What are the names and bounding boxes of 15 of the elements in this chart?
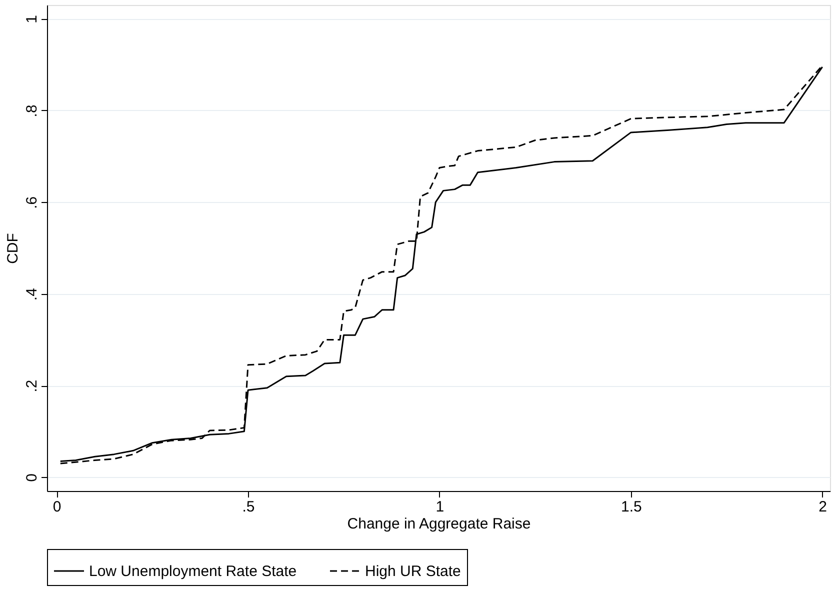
x-axis-title: Change in Aggregate Raise bbox=[347, 516, 531, 532]
x-tick-label: 0 bbox=[52, 498, 62, 516]
y-tick-label: .6 bbox=[24, 196, 40, 209]
x-tick-label: 1.5 bbox=[620, 498, 642, 516]
x-tick-label: .5 bbox=[242, 498, 255, 516]
y-tick-label: 0 bbox=[24, 474, 40, 482]
y-tick-label: .8 bbox=[24, 104, 40, 118]
y-tick-label: 1 bbox=[24, 15, 40, 24]
y-tick-label: .2 bbox=[24, 380, 40, 392]
y-tick-label: .4 bbox=[24, 288, 40, 301]
legend-label: Low Unemployment Rate State bbox=[89, 563, 297, 580]
x-tick-label: 1 bbox=[436, 498, 444, 516]
x-tick-label: 2 bbox=[818, 498, 828, 516]
legend-label: High UR State bbox=[365, 563, 461, 580]
y-axis-title: CDF bbox=[4, 233, 22, 264]
